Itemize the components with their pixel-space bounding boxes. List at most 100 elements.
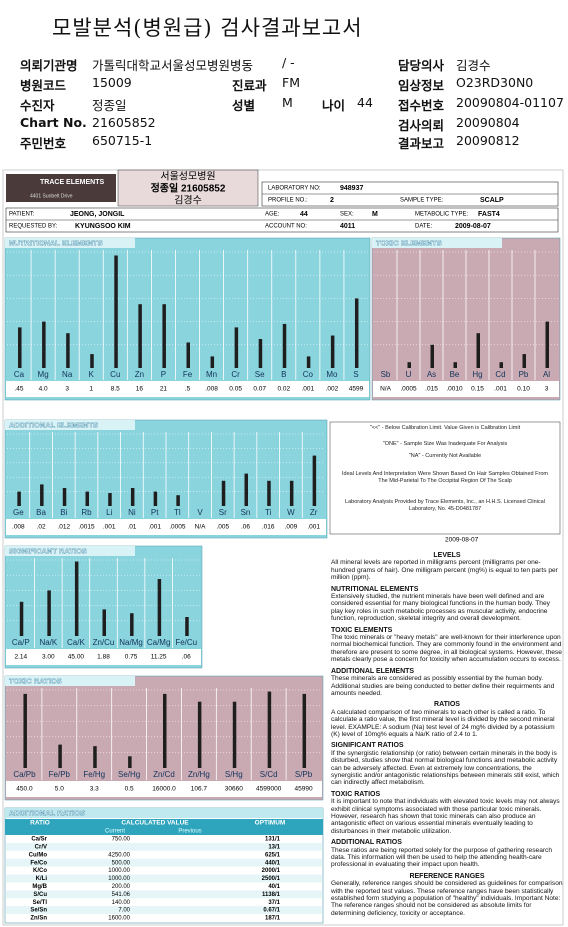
label: 임상정보: [398, 78, 445, 93]
element-value: 3.00: [42, 654, 55, 661]
bar: [453, 362, 457, 368]
field-value: M: [372, 211, 378, 218]
ratio-optimum: 2500/1: [262, 876, 281, 882]
element-value: .002: [326, 386, 339, 393]
field-label: PATIENT:: [9, 212, 35, 218]
note-heading: LEVELS: [433, 552, 461, 559]
element-symbol: Pt: [151, 508, 159, 517]
element-value: .0005: [169, 524, 186, 531]
element-symbol: Mg: [38, 370, 49, 379]
ratio-current: 200.00: [112, 884, 131, 890]
element-value: .0015: [78, 524, 95, 531]
ratio-optimum: 0.67/1: [263, 908, 280, 914]
ratio-current: 541.06: [112, 892, 131, 898]
label: Chart No.: [20, 115, 87, 130]
element-value: 30660: [225, 786, 243, 793]
panel-tab: [5, 676, 135, 686]
ratio-current: 750.00: [112, 837, 131, 843]
element-value: .008: [205, 386, 218, 393]
element-symbol: Co: [303, 370, 314, 379]
bar: [476, 333, 480, 368]
legend-item: Laboratory Analysis Provided by Trace El…: [345, 499, 545, 512]
table-header: RATIO: [30, 820, 50, 827]
note-body: It is important to note that individuals…: [331, 798, 560, 835]
table-subheader: Previous: [178, 829, 201, 835]
value: 20090804: [456, 115, 520, 130]
note-body: All mineral levels are reported in milli…: [331, 559, 558, 582]
bar: [66, 333, 70, 368]
element-symbol: Ni: [128, 508, 136, 517]
value: 20090804-01107: [456, 95, 564, 110]
bar: [210, 356, 215, 368]
element-value: 106.7: [191, 786, 208, 793]
ratio-name: Se/Tl: [33, 900, 48, 906]
element-symbol: Hg: [472, 370, 482, 379]
bar: [153, 491, 158, 506]
ratio-optimum: 37/1: [268, 900, 280, 906]
table-title: ADDITIONAL RATIOS: [9, 808, 85, 817]
bar: [197, 701, 202, 768]
note-body: Extensively studied, the nutrient minera…: [331, 593, 550, 623]
ratio-name: Cu/Mo: [29, 852, 48, 858]
bar: [128, 756, 132, 768]
stamp-line: 정종일 21605852: [151, 182, 226, 195]
element-symbol: Na/K: [39, 638, 57, 647]
element-symbol: P: [161, 370, 166, 379]
element-symbol: Cd: [495, 370, 505, 379]
bar: [157, 579, 162, 636]
field-label: REQUESTED BY:: [9, 224, 58, 230]
element-symbol: Mo: [326, 370, 338, 379]
ratio-optimum: 2000/1: [262, 868, 281, 874]
bar: [354, 298, 359, 368]
note-heading: REFERENCE RANGES: [409, 872, 485, 880]
element-value: 2.14: [14, 654, 27, 661]
value: / -: [282, 55, 295, 70]
bar: [114, 255, 118, 368]
bar: [138, 304, 142, 368]
ratio-current: 4250.00: [108, 852, 130, 858]
value: M: [282, 95, 293, 110]
element-value: .008: [12, 524, 25, 531]
element-value: 3: [65, 386, 69, 393]
bar: [267, 691, 272, 768]
bar: [19, 601, 24, 636]
legend-item-box: Ideal Levels And Interpretation Were Sho…: [342, 471, 548, 484]
element-symbol: Ca/Mg: [147, 638, 171, 647]
note-body: The toxic minerals or "heavy metals" are…: [331, 634, 562, 664]
bar: [306, 356, 311, 368]
label: 검사의뢰: [398, 118, 445, 133]
element-value: 0.10: [517, 386, 530, 393]
element-value: .001: [103, 524, 116, 531]
note-body: These minerals are considered as possibl…: [331, 675, 555, 697]
element-symbol: Bi: [60, 508, 67, 517]
element-symbol: Fe: [183, 370, 193, 379]
element-value: 450.0: [16, 786, 33, 793]
bar: [522, 354, 526, 368]
address: 4401 Sunbelt Drive: [30, 193, 73, 199]
field-value: JEONG, JONGIL: [70, 211, 125, 218]
element-value: .015: [425, 386, 438, 393]
value-band: [6, 649, 201, 665]
element-value: .016: [262, 524, 275, 531]
element-value: 3.3: [90, 786, 99, 793]
ratio-current: 1000.00: [108, 868, 130, 874]
field-label: PROFILE NO.:: [268, 198, 308, 204]
legend-item: Ideal Levels And Interpretation Were Sho…: [342, 471, 548, 484]
note-heading: ADDITIONAL ELEMENTS: [331, 667, 415, 675]
element-symbol: Li: [106, 508, 112, 517]
element-value: .001: [302, 386, 315, 393]
label: 수진자: [20, 98, 55, 113]
element-symbol: Se: [255, 370, 265, 379]
field-value: KYUNGSOO KIM: [75, 223, 131, 230]
element-value: .0010: [446, 386, 463, 393]
label: 결과보고: [398, 136, 445, 151]
element-value: 4.0: [39, 386, 48, 393]
bar: [282, 323, 287, 368]
element-value: 1.88: [97, 654, 110, 661]
value: 44: [357, 95, 373, 110]
bar: [244, 473, 248, 506]
note-heading: NUTRITIONAL ELEMENTS: [331, 585, 419, 593]
element-value: .001: [494, 386, 507, 393]
element-symbol: Zr: [310, 508, 318, 517]
legend-date: 2009-08-07: [445, 537, 479, 544]
